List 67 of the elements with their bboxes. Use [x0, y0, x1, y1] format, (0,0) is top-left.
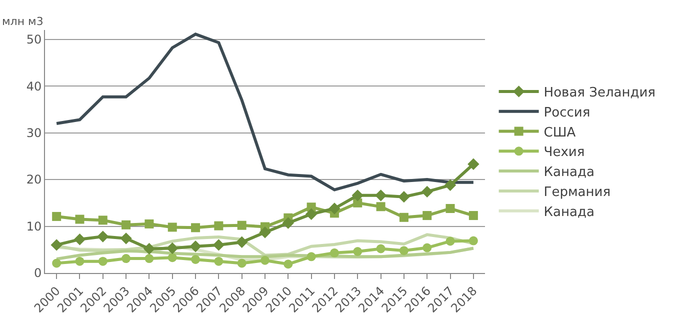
- point: [330, 248, 339, 258]
- point: [305, 208, 318, 220]
- point: [282, 217, 294, 229]
- point: [98, 256, 108, 266]
- legend-label: Германия: [544, 185, 611, 200]
- point: [75, 256, 84, 266]
- point: [422, 243, 432, 252]
- point: [168, 222, 177, 232]
- point: [237, 220, 246, 230]
- point: [398, 190, 410, 203]
- point: [191, 223, 200, 232]
- y-tick-label: 40: [26, 79, 42, 94]
- point: [50, 239, 62, 251]
- point: [122, 254, 131, 264]
- point: [75, 214, 84, 224]
- point: [468, 236, 478, 246]
- point: [260, 256, 270, 265]
- legend-label: Россия: [544, 105, 590, 120]
- legend-label: Канада: [544, 165, 594, 180]
- line-series: [55, 32, 475, 192]
- point: [52, 258, 62, 268]
- y-tick-label: 20: [26, 172, 42, 187]
- point: [97, 230, 109, 242]
- legend-label: Новая Зеландия: [544, 86, 656, 101]
- point: [284, 260, 293, 269]
- point: [144, 254, 154, 264]
- y-tick-label: 30: [26, 126, 42, 140]
- point: [376, 202, 386, 212]
- point: [422, 211, 432, 220]
- point: [168, 253, 177, 262]
- point: [214, 221, 224, 230]
- point: [468, 158, 480, 170]
- point: [214, 256, 224, 266]
- legend-label: США: [544, 125, 576, 140]
- point: [306, 252, 316, 262]
- point: [212, 239, 225, 251]
- y-tick-label: 0: [34, 266, 42, 280]
- point: [166, 242, 178, 254]
- point: [236, 236, 248, 248]
- point: [352, 190, 364, 202]
- point: [120, 232, 132, 244]
- point: [446, 236, 455, 246]
- legend-label: Канада: [544, 204, 594, 220]
- point: [190, 240, 202, 252]
- y-tick-label: 10: [26, 219, 42, 234]
- point: [143, 242, 156, 255]
- point: [122, 220, 131, 230]
- point: [98, 216, 108, 225]
- point: [444, 179, 456, 191]
- point: [191, 254, 200, 264]
- point: [468, 211, 478, 220]
- y-tick-label: 50: [26, 32, 42, 47]
- point: [259, 226, 271, 238]
- point: [446, 204, 455, 214]
- point: [144, 219, 154, 228]
- point: [399, 212, 408, 222]
- point: [328, 202, 340, 214]
- point: [421, 186, 433, 198]
- point: [374, 190, 387, 202]
- point: [376, 244, 386, 254]
- point: [237, 258, 246, 268]
- y-axis-title: млн м3: [2, 15, 44, 28]
- point: [353, 247, 362, 256]
- point: [52, 212, 62, 221]
- point: [74, 234, 86, 246]
- point: [399, 246, 408, 256]
- legend-label: Чехия: [544, 145, 585, 160]
